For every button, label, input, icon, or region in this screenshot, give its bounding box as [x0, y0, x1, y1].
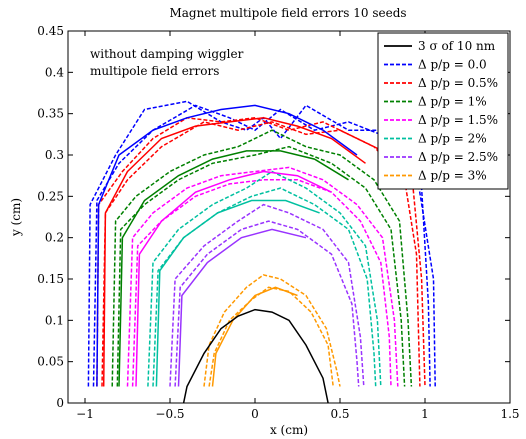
series-1-curve-1	[92, 104, 431, 387]
solid-boundary-3	[135, 170, 332, 387]
annotation: without damping wiggler multipole field …	[90, 47, 244, 78]
legend-label-6: Δ p/p = 2.5%	[418, 150, 498, 164]
legend-box	[377, 32, 509, 190]
solid-boundary-4	[155, 199, 320, 387]
legend: 3 σ of 10 nm Δ p/p = 0.0 Δ p/p = 0.5% Δ p/p…	[377, 32, 509, 190]
annotation-line-2: multipole field errors	[90, 64, 219, 78]
y-tick-label: 0.45	[37, 24, 64, 38]
legend-label-4: Δ p/p = 1.5%	[418, 113, 498, 127]
series-6-curve-0	[169, 203, 365, 387]
x-tick-label: 0.5	[330, 407, 349, 421]
series-4-curve-1	[131, 179, 392, 387]
y-tick-label: 0.05	[37, 355, 64, 369]
series-7-curve-1	[208, 286, 334, 387]
x-tick-label: 1.5	[500, 407, 519, 421]
legend-label-3: Δ p/p = 1%	[418, 95, 487, 109]
series-layer	[87, 100, 436, 403]
y-tick-label: 0.1	[45, 313, 64, 327]
series-5-curve-0	[147, 170, 382, 387]
series-5-curve-1	[152, 187, 377, 387]
legend-label-2: Δ p/p = 0.5%	[418, 76, 498, 90]
annotation-line-1: without damping wiggler	[90, 47, 244, 61]
series-0-curve-0	[182, 308, 329, 403]
legend-label-1: Δ p/p = 0.0	[418, 58, 487, 72]
solid-boundary-2	[118, 150, 349, 387]
y-tick-label: 0.2	[45, 231, 64, 245]
x-tick-label: −1	[76, 407, 94, 421]
axis-ticks: −1 −0.5 0 0.5 1 1.5 0 0.05 0.1 0.15 0.2 0.25 0.3 0.35…	[37, 24, 519, 421]
series-4-curve-0	[126, 166, 399, 387]
solid-boundary-6	[211, 286, 298, 387]
y-tick-label: 0	[56, 396, 64, 410]
legend-label-5: Δ p/p = 2%	[418, 132, 487, 146]
solid-boundary-5	[177, 228, 307, 387]
y-tick-label: 0.4	[45, 65, 64, 79]
y-tick-label: 0.35	[37, 107, 64, 121]
series-2-curve-1	[101, 121, 421, 387]
y-tick-label: 0.25	[37, 189, 64, 203]
x-axis-label: x (cm)	[270, 423, 308, 437]
series-6-curve-1	[174, 220, 360, 387]
y-tick-label: 0.15	[37, 272, 64, 286]
x-tick-label: −0.5	[155, 407, 184, 421]
series-7-curve-0	[203, 274, 341, 387]
x-tick-label: 1	[421, 407, 429, 421]
y-tick-label: 0.3	[45, 148, 64, 162]
chart-title: Magnet multipole field errors 10 seeds	[169, 6, 406, 20]
legend-label-7: Δ p/p = 3%	[418, 169, 487, 183]
x-tick-label: 0	[251, 407, 259, 421]
plot-frame	[67, 30, 511, 404]
solid-boundary-1	[102, 117, 366, 387]
series-3-curve-0	[111, 129, 413, 387]
legend-label-0: 3 σ of 10 nm	[418, 39, 496, 53]
y-axis-label: y (cm)	[9, 198, 23, 237]
solid-boundary-0	[96, 104, 358, 387]
